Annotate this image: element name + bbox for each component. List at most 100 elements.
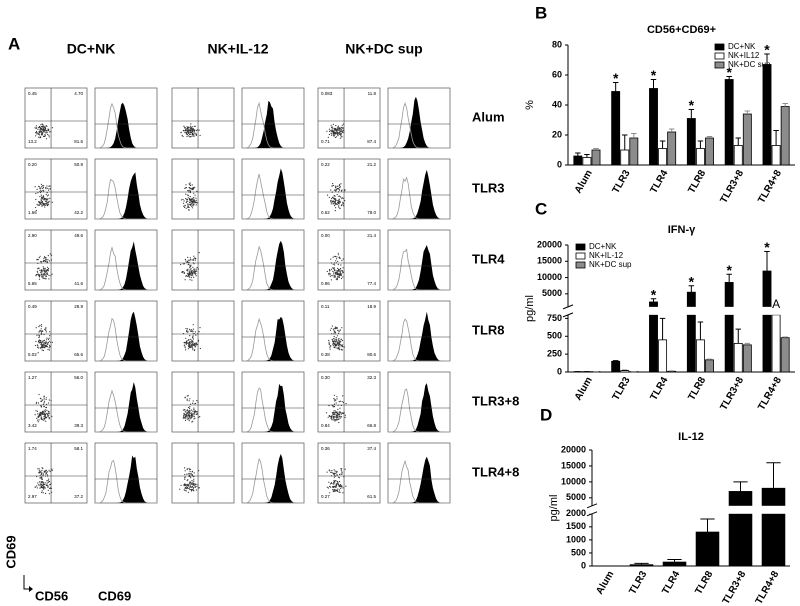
scatter-dot — [188, 411, 191, 413]
scatter-dot — [37, 413, 39, 415]
scatter-dot — [336, 256, 338, 258]
scatter-dot — [39, 269, 41, 271]
scatter-dot — [186, 329, 188, 332]
scatter-dot — [335, 260, 337, 262]
axis-break — [588, 505, 790, 514]
scatter-dot — [35, 192, 37, 195]
scatter-dot — [330, 486, 332, 488]
x-tick-label: Alum — [573, 168, 595, 195]
legend-label: DC+NK — [728, 42, 756, 51]
scatter-dot — [48, 185, 50, 187]
scatter-dot — [338, 418, 340, 420]
scatter-dot — [333, 472, 335, 475]
scatter-plot-frame — [24, 371, 88, 433]
error-bar — [700, 518, 715, 533]
scatter-dot — [186, 416, 188, 418]
scatter-dot — [186, 486, 189, 489]
scatter-dot — [190, 417, 192, 419]
scatter-dot — [196, 410, 198, 413]
scatter-dot — [189, 481, 191, 483]
column-header: NK+IL-12 — [207, 41, 268, 57]
scatter-dot — [191, 274, 193, 276]
scatter-dot — [189, 269, 191, 271]
scatter-dot — [193, 125, 195, 127]
scatter-dot — [40, 328, 42, 330]
scatter-dot — [333, 485, 335, 487]
scatter-dot — [339, 268, 342, 270]
scatter-dot — [40, 415, 42, 417]
scatter-dot — [186, 395, 188, 397]
scatter-dot — [335, 489, 337, 491]
bar — [611, 91, 621, 166]
y-tick-label: 5000 — [542, 288, 562, 298]
histogram-control — [388, 176, 450, 220]
scatter-dot — [185, 207, 187, 209]
scatter-dot — [199, 347, 201, 350]
scatter-dot — [341, 270, 343, 272]
scatter-dot — [189, 484, 191, 486]
scatter-dot — [191, 207, 193, 209]
scatter-dot — [41, 187, 44, 189]
scatter-dot — [44, 344, 46, 347]
error-bar — [697, 321, 704, 340]
scatter-dot — [38, 133, 40, 135]
scatter-dot — [40, 271, 43, 273]
scatter-dot — [331, 471, 333, 474]
bar — [780, 106, 790, 166]
histogram-filled — [95, 455, 157, 503]
scatter-dot — [186, 414, 188, 416]
scatter-dot — [42, 125, 44, 127]
scatter-plot-frame — [24, 87, 88, 149]
scatter-dot — [338, 414, 340, 416]
scatter-dot — [334, 399, 336, 401]
legend-swatch — [575, 252, 586, 260]
error-bar — [726, 273, 732, 283]
scatter-dot — [186, 272, 188, 274]
scatter-dot — [185, 349, 187, 351]
scatter-dot — [190, 128, 192, 130]
scatter-dot — [39, 413, 41, 415]
scatter-dot — [42, 399, 44, 401]
scatter-dot — [193, 412, 195, 414]
scatter-dot — [336, 398, 338, 400]
scatter-dot — [330, 471, 332, 473]
scatter-dot — [337, 267, 339, 269]
scatter-dot — [334, 414, 336, 416]
scatter-dot — [190, 127, 193, 129]
scatter-dot — [192, 134, 195, 136]
scatter-dot — [39, 128, 41, 130]
scatter-dot — [38, 339, 41, 341]
scatter-dot — [339, 407, 341, 409]
scatter-dot — [39, 477, 41, 479]
scatter-dot — [184, 409, 186, 411]
scatter-dot — [42, 483, 44, 485]
scatter-dot — [338, 416, 340, 418]
scatter-dot — [40, 485, 43, 487]
scatter-dot — [185, 413, 187, 416]
scatter-dot — [40, 473, 43, 475]
scatter-dot — [193, 344, 195, 346]
scatter-dot — [42, 273, 44, 275]
scatter-dot — [49, 185, 51, 187]
quadrant-value: 1.27 — [28, 375, 37, 380]
quadrant-value: 80.6 — [367, 352, 376, 357]
scatter-dot — [36, 268, 39, 270]
scatter-dot — [184, 132, 186, 134]
scatter-dot — [333, 268, 335, 270]
scatter-dot — [182, 263, 184, 265]
scatter-dot — [335, 129, 337, 131]
scatter-dot — [193, 192, 195, 194]
scatter-dot — [338, 342, 340, 344]
scatter-dot — [41, 486, 44, 488]
scatter-dot — [43, 396, 45, 398]
scatter-dot — [332, 486, 334, 488]
bar — [762, 270, 772, 373]
scatter-dot — [337, 419, 339, 421]
scatter-dot — [333, 255, 335, 257]
scatter-dot — [39, 255, 41, 257]
scatter-dot — [47, 348, 49, 351]
scatter-dot — [43, 419, 45, 421]
scatter-dot — [336, 203, 338, 205]
scatter-dot — [44, 486, 46, 489]
scatter-dot — [194, 485, 196, 488]
